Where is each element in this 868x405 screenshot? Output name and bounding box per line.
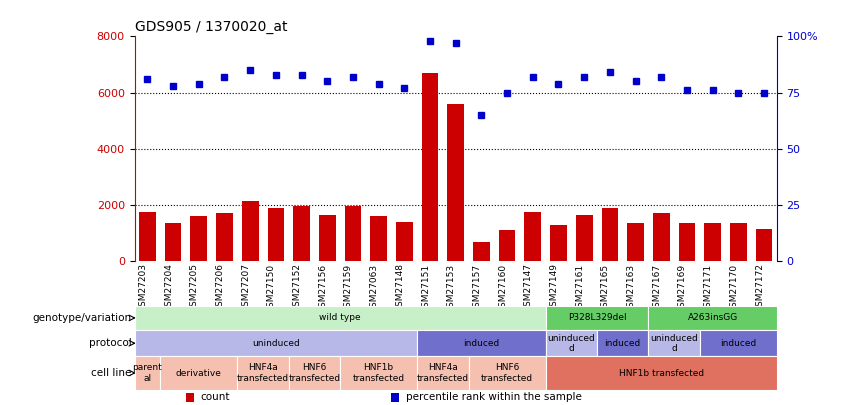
Text: GSM27167: GSM27167 [652,263,661,313]
Bar [267,208,284,261]
Text: GSM27207: GSM27207 [241,263,250,312]
Text: GSM27152: GSM27152 [293,263,301,312]
Text: GSM27171: GSM27171 [704,263,713,313]
Bar [499,230,516,261]
Text: induced: induced [605,339,641,348]
Text: GSM27165: GSM27165 [601,263,610,313]
Text: HNF1b
transfected: HNF1b transfected [352,363,404,383]
Text: A263insGG: A263insGG [687,313,738,322]
Text: percentile rank within the sample: percentile rank within the sample [405,392,582,402]
Bar [371,216,387,261]
Bar [546,356,777,390]
Bar [216,213,233,261]
Text: uninduced: uninduced [252,339,299,348]
Bar [418,330,546,356]
Bar [602,208,618,261]
Bar [756,229,773,261]
Bar [648,330,700,356]
Bar [550,225,567,261]
Text: GSM27205: GSM27205 [190,263,199,312]
Bar [704,223,721,261]
Text: GSM27203: GSM27203 [138,263,148,312]
Text: GSM27151: GSM27151 [421,263,430,313]
Bar [422,73,438,261]
Bar [190,216,207,261]
Text: GSM27163: GSM27163 [627,263,635,313]
Bar [648,306,777,330]
Text: HNF4a
transfected: HNF4a transfected [237,363,289,383]
Text: GSM27161: GSM27161 [575,263,584,313]
Bar [391,393,399,402]
Text: GSM27157: GSM27157 [472,263,482,313]
Text: uninduced
d: uninduced d [548,334,595,353]
Text: GSM27160: GSM27160 [498,263,507,313]
Text: count: count [200,392,229,402]
Bar [597,330,648,356]
Bar [546,306,648,330]
Text: uninduced
d: uninduced d [650,334,698,353]
Text: derivative: derivative [176,369,221,377]
Bar [653,213,669,261]
Text: HNF6
transfected: HNF6 transfected [288,363,340,383]
Text: induced: induced [464,339,499,348]
Bar [237,356,289,390]
Bar [345,207,361,261]
Bar [319,215,336,261]
Text: GSM27170: GSM27170 [729,263,739,313]
Text: HNF1b transfected: HNF1b transfected [619,369,704,377]
Bar [139,212,155,261]
Text: HNF6
transfected: HNF6 transfected [481,363,533,383]
Bar [546,330,597,356]
Text: GSM27147: GSM27147 [523,263,533,312]
Text: GSM27169: GSM27169 [678,263,687,313]
Text: GSM27149: GSM27149 [549,263,558,312]
Bar [524,212,541,261]
Bar [242,201,259,261]
Bar [293,207,310,261]
Bar [135,306,546,330]
Bar [135,330,418,356]
Bar [447,104,464,261]
Text: GDS905 / 1370020_at: GDS905 / 1370020_at [135,20,287,34]
Text: GSM27172: GSM27172 [755,263,764,312]
Text: cell line: cell line [91,368,131,378]
Bar [135,356,161,390]
Bar [340,356,418,390]
Text: P328L329del: P328L329del [568,313,627,322]
Text: GSM27204: GSM27204 [164,263,173,312]
Text: GSM27148: GSM27148 [395,263,404,312]
Text: induced: induced [720,339,756,348]
Bar [396,222,412,261]
Text: protocol: protocol [89,338,131,348]
Bar [730,223,746,261]
Text: GSM27156: GSM27156 [319,263,327,313]
Text: GSM27159: GSM27159 [344,263,353,313]
Text: GSM27063: GSM27063 [370,263,378,313]
Text: genotype/variation: genotype/variation [32,313,131,323]
Text: HNF4a
transfected: HNF4a transfected [417,363,469,383]
Bar [165,223,181,261]
Bar [700,330,777,356]
Bar [469,356,546,390]
Bar [418,356,469,390]
Bar [628,223,644,261]
Bar [679,223,695,261]
Text: GSM27206: GSM27206 [215,263,225,312]
Bar [575,215,593,261]
Text: parent
al: parent al [133,363,162,383]
Text: GSM27150: GSM27150 [266,263,276,313]
Text: GSM27153: GSM27153 [447,263,456,313]
Bar [289,356,340,390]
Bar [473,241,490,261]
Bar [186,393,194,402]
Text: wild type: wild type [319,313,361,322]
Bar [161,356,237,390]
